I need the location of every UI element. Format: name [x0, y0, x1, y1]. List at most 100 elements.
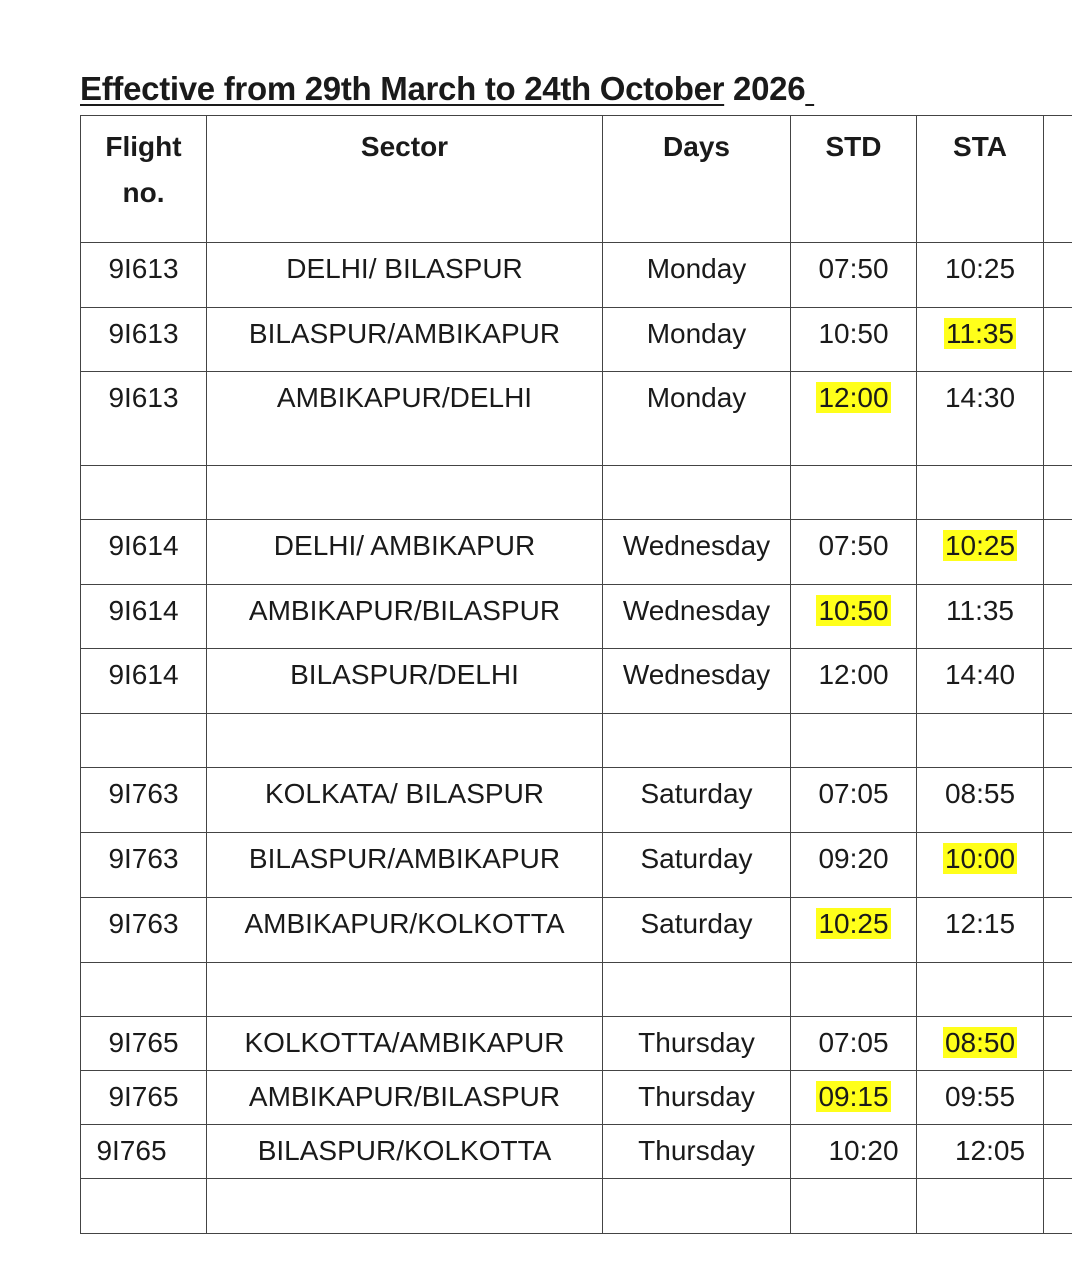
cell-sector	[206, 1178, 603, 1234]
cell-extra	[1043, 1124, 1072, 1179]
cell-flight	[80, 962, 207, 1017]
cell-extra	[1043, 1016, 1072, 1071]
sector-value: KOLKOTTA/AMBIKAPUR	[244, 1027, 565, 1058]
cell-std: 10:20	[790, 1124, 917, 1179]
cell-std	[790, 713, 917, 768]
cell-days	[602, 962, 791, 1017]
cell-sta: 11:35	[916, 584, 1044, 649]
std-value: 07:05	[818, 1027, 889, 1058]
title-main: Effective from 29th March to 24th Octobe…	[80, 70, 725, 107]
cell-std: 12:00	[790, 648, 917, 714]
sector-value: AMBIKAPUR/BILASPUR	[248, 1081, 561, 1112]
cell-sector: KOLKATA/ BILASPUR	[206, 767, 603, 833]
days-value: Thursday	[638, 1081, 755, 1112]
cell-sta: 08:55	[916, 767, 1044, 833]
cell-flight: 9I763	[80, 767, 207, 833]
header-flight-line2: no.	[122, 177, 165, 208]
cell-sector: AMBIKAPUR/KOLKOTTA	[206, 897, 603, 963]
cell-days: Saturday	[602, 832, 791, 898]
sector-value: BILASPUR/KOLKOTTA	[257, 1135, 552, 1166]
header-extra	[1043, 115, 1072, 243]
sta-value: 14:40	[944, 659, 1016, 690]
cell-sector	[206, 962, 603, 1017]
std-value: 12:00	[818, 659, 889, 690]
cell-sector: BILASPUR/AMBIKAPUR	[206, 832, 603, 898]
table-row: 9I613 BILASPUR/AMBIKAPUR Monday 10:50 11:35	[80, 307, 1072, 372]
cell-extra	[1043, 1070, 1072, 1125]
cell-extra	[1043, 767, 1072, 833]
cell-std	[790, 465, 917, 520]
cell-std: 10:50	[790, 307, 917, 372]
cell-sector: DELHI/ BILASPUR	[206, 242, 603, 308]
sta-value: 11:35	[944, 318, 1016, 349]
std-value: 09:20	[818, 843, 889, 874]
sector-value: AMBIKAPUR/KOLKOTTA	[244, 908, 565, 939]
cell-days: Monday	[602, 242, 791, 308]
cell-flight	[80, 1178, 207, 1234]
table-row: 9I765 AMBIKAPUR/BILASPUR Thursday 09:15 09:5…	[80, 1070, 1072, 1125]
std-value: 10:50	[818, 318, 889, 349]
header-sta: STA	[916, 115, 1044, 243]
header-days: Days	[602, 115, 791, 243]
table-row: 9I614 DELHI/ AMBIKAPUR Wednesday 07:50 10:25	[80, 519, 1072, 585]
sta-value: 12:05	[954, 1135, 1026, 1166]
cell-flight: 9I765	[80, 1124, 207, 1179]
std-value: 10:50	[816, 595, 891, 626]
days-value: Wednesday	[622, 595, 771, 626]
cell-days	[602, 713, 791, 768]
sector-value: AMBIKAPUR/BILASPUR	[248, 595, 561, 626]
cell-extra	[1043, 648, 1072, 714]
blank-row	[80, 962, 1072, 1017]
cell-extra	[1043, 1178, 1072, 1234]
table-row: 9I614 BILASPUR/DELHI Wednesday 12:00 14:40	[80, 648, 1072, 714]
cell-flight: 9I765	[80, 1016, 207, 1071]
days-value: Thursday	[638, 1135, 755, 1166]
cell-flight: 9I613	[80, 371, 207, 466]
cell-flight: 9I613	[80, 242, 207, 308]
sta-value: 10:00	[942, 843, 1018, 874]
cell-sta: 12:15	[916, 897, 1044, 963]
header-std: STD	[790, 115, 917, 243]
cell-sta	[916, 962, 1044, 1017]
sector-value: KOLKATA/ BILASPUR	[264, 778, 545, 809]
cell-days: Monday	[602, 371, 791, 466]
cell-sector: BILASPUR/DELHI	[206, 648, 603, 714]
flight-value: 9I614	[108, 659, 179, 690]
cell-std: 10:25	[790, 897, 917, 963]
flight-value: 9I613	[108, 382, 179, 413]
days-value: Saturday	[640, 778, 753, 809]
cell-days: Wednesday	[602, 519, 791, 585]
title-year: 2026	[724, 70, 806, 107]
cell-extra	[1043, 307, 1072, 372]
flight-value: 9I763	[108, 778, 179, 809]
flight-value: 9I614	[108, 530, 179, 561]
cell-days	[602, 465, 791, 520]
cell-extra	[1043, 584, 1072, 649]
table-row: 9I613 DELHI/ BILASPUR Monday 07:50 10:25	[80, 242, 1072, 308]
flight-value: 9I765	[96, 1135, 167, 1166]
cell-extra	[1043, 713, 1072, 768]
table-row: 9I613 AMBIKAPUR/DELHI Monday 12:00 14:30	[80, 371, 1072, 466]
cell-sta: 14:30	[916, 371, 1044, 466]
table-row: 9I763 BILASPUR/AMBIKAPUR Saturday 09:20 10:0…	[80, 832, 1072, 898]
cell-days: Wednesday	[602, 584, 791, 649]
cell-sta	[916, 1178, 1044, 1234]
cell-flight	[80, 465, 207, 520]
std-value: 07:50	[818, 530, 889, 561]
cell-sector: AMBIKAPUR/DELHI	[206, 371, 603, 466]
cell-flight	[80, 713, 207, 768]
sta-value: 08:50	[942, 1027, 1018, 1058]
table-row: 9I765 KOLKOTTA/AMBIKAPUR Thursday 07:05 08:5…	[80, 1016, 1072, 1071]
sta-value: 09:55	[944, 1081, 1016, 1112]
cell-std: 07:50	[790, 242, 917, 308]
cell-sector: BILASPUR/AMBIKAPUR	[206, 307, 603, 372]
flight-value: 9I765	[108, 1081, 179, 1112]
cell-sta	[916, 713, 1044, 768]
sector-value: DELHI/ AMBIKAPUR	[273, 530, 536, 561]
flight-value: 9I613	[108, 253, 179, 284]
std-value: 07:05	[818, 778, 889, 809]
days-value: Wednesday	[622, 659, 771, 690]
cell-extra	[1043, 519, 1072, 585]
cell-days: Saturday	[602, 767, 791, 833]
cell-extra	[1043, 962, 1072, 1017]
